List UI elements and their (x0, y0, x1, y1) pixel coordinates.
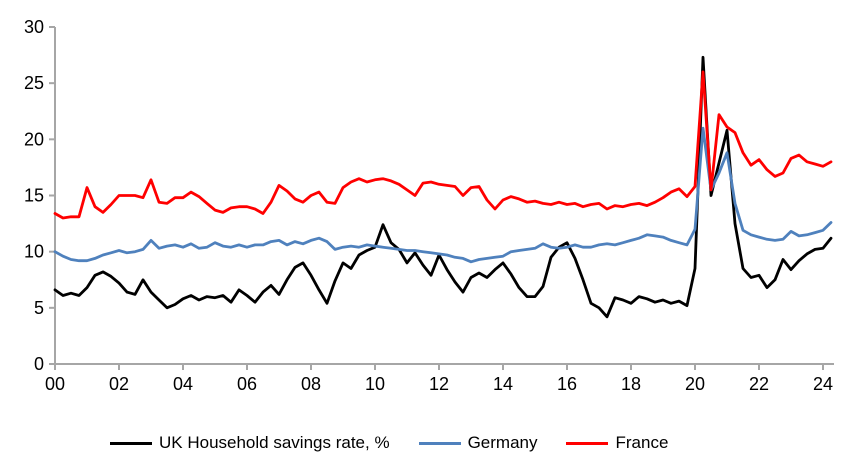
series-line-1 (53, 126, 833, 264)
x-tick-label: 14 (493, 374, 513, 394)
x-tick-label: 04 (173, 374, 193, 394)
legend-label-uk: UK Household savings rate, % (159, 433, 390, 452)
legend-item-uk: UK Household savings rate, % (110, 433, 390, 453)
y-tick-label: 0 (34, 354, 44, 374)
y-tick-label: 30 (24, 17, 44, 37)
y-tick-label: 20 (24, 129, 44, 149)
legend-label-germany: Germany (467, 433, 538, 452)
x-tick-label: 06 (237, 374, 257, 394)
x-tick-label: 16 (557, 374, 577, 394)
series-line-2 (53, 70, 833, 220)
legend-item-germany: Germany (418, 433, 538, 453)
legend-line-france-icon (566, 441, 609, 445)
x-tick-label: 00 (45, 374, 65, 394)
legend-label-france: France (615, 433, 669, 452)
x-tick-label: 22 (749, 374, 769, 394)
x-tick-label: 18 (621, 374, 641, 394)
y-tick-label: 10 (24, 242, 44, 262)
x-tick-label: 08 (301, 374, 321, 394)
x-tick-label: 12 (429, 374, 449, 394)
y-tick-label: 15 (24, 186, 44, 206)
axes: 0 5 10 15 20 25 30 00 02 04 06 08 10 12 14 16 18 20 22 24 (24, 17, 834, 394)
y-tick-label: 25 (24, 73, 44, 93)
x-tick-label: 02 (109, 374, 129, 394)
legend: UK Household savings rate, % Germany Fra… (110, 433, 668, 453)
plot-area: 0 5 10 15 20 25 30 00 02 04 06 08 10 12 14 16 18 20 22 24 (24, 17, 834, 394)
legend-line-uk-icon (110, 441, 152, 445)
x-tick-label: 20 (685, 374, 705, 394)
legend-line-germany-icon (418, 441, 461, 445)
x-tick-label: 10 (365, 374, 385, 394)
y-tick-label: 5 (34, 298, 44, 318)
series-line-0 (53, 55, 833, 319)
legend-item-france: France (566, 433, 668, 453)
x-tick-label: 24 (813, 374, 833, 394)
